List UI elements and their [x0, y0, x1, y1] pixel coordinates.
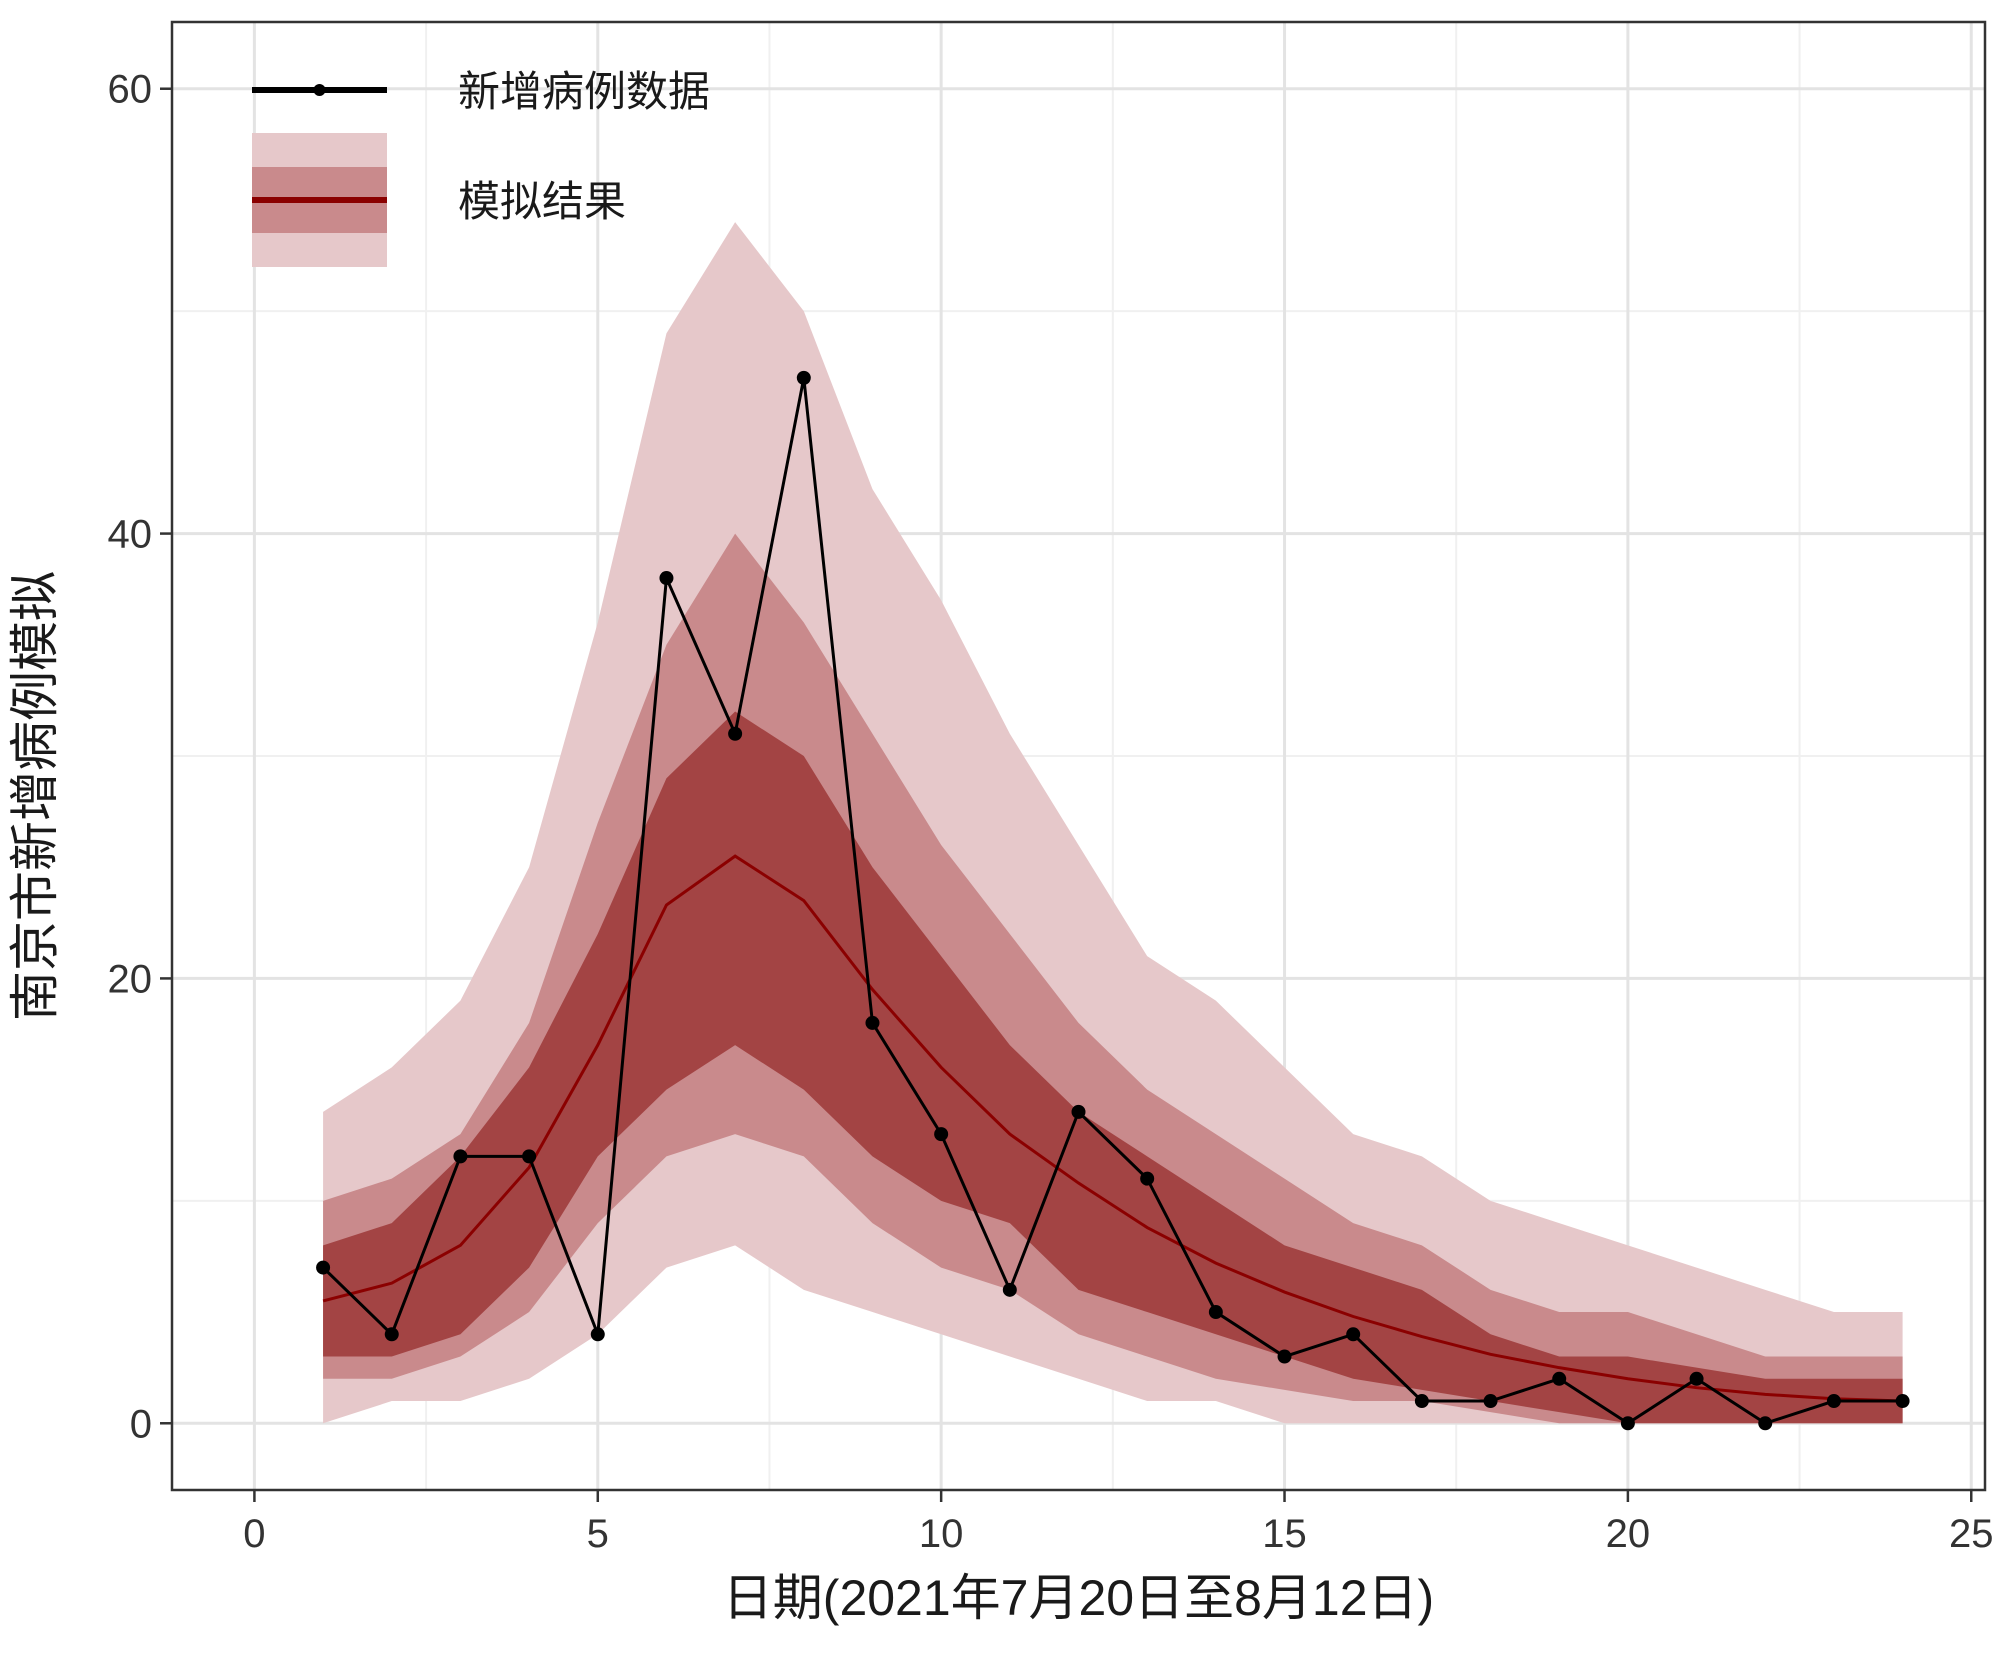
band-layer — [323, 222, 1903, 1424]
x-tick-label: 15 — [1262, 1512, 1307, 1556]
x-tick-label: 0 — [243, 1512, 265, 1556]
data-point — [1895, 1394, 1910, 1409]
data-point — [1826, 1394, 1841, 1409]
data-point — [1414, 1394, 1429, 1409]
panel-border — [170, 20, 1987, 1492]
data-point — [1071, 1104, 1086, 1119]
legend-key-point-observed — [313, 84, 326, 96]
data-point — [316, 1260, 331, 1275]
x-axis-title: 日期(2021年7月20日至8月12日) — [723, 1570, 1434, 1626]
data-point — [1552, 1371, 1567, 1386]
data-point — [1002, 1282, 1017, 1297]
x-tick-label: 5 — [587, 1512, 609, 1556]
y-tick-label: 20 — [108, 957, 153, 1001]
point-layer — [316, 370, 1910, 1431]
y-axis-title: 南京市新增病例模拟 — [7, 571, 63, 1021]
axis-layer: 0 5 10 15 20 25 0 20 40 60 — [108, 68, 1994, 1556]
data-point — [1620, 1416, 1635, 1431]
data-point — [865, 1015, 880, 1030]
data-point — [728, 726, 743, 741]
data-point — [453, 1149, 468, 1164]
band-inner — [323, 711, 1903, 1424]
data-point — [796, 370, 811, 385]
y-tick-label: 0 — [130, 1402, 152, 1446]
data-point — [384, 1327, 399, 1342]
data-point — [1758, 1416, 1773, 1431]
data-point — [934, 1127, 949, 1142]
x-tick-label: 10 — [919, 1512, 964, 1556]
data-point — [1140, 1171, 1155, 1186]
y-tick-label: 60 — [108, 68, 153, 112]
data-point — [522, 1149, 537, 1164]
data-point — [1277, 1349, 1292, 1364]
data-point — [590, 1327, 605, 1342]
data-point — [1208, 1305, 1223, 1320]
legend-label-observed: 新增病例数据 — [458, 68, 710, 115]
series-line-observed — [322, 377, 1903, 1426]
y-tick-label: 40 — [108, 513, 153, 557]
line-layer — [322, 377, 1903, 1426]
data-point — [1689, 1371, 1704, 1386]
data-point — [1483, 1394, 1498, 1409]
data-point — [659, 571, 674, 586]
data-point — [1346, 1327, 1361, 1342]
series-line-simulated — [322, 854, 1903, 1403]
legend-label-simulated: 模拟结果 — [458, 178, 626, 225]
x-tick-label: 25 — [1949, 1512, 1994, 1556]
x-tick-label: 20 — [1606, 1512, 1651, 1556]
